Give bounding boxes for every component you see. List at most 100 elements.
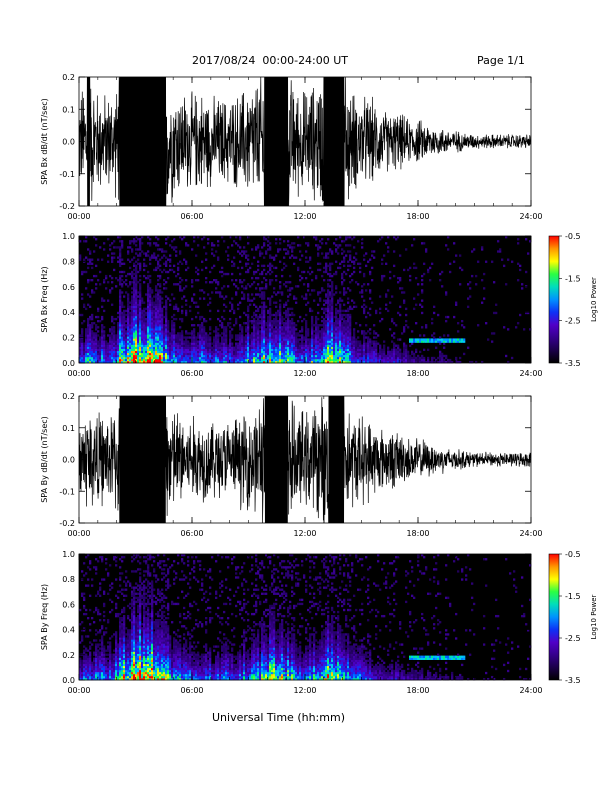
spectrogram-cell <box>259 250 262 253</box>
spectrogram-cell <box>241 330 244 333</box>
spectrogram-cell <box>365 252 368 255</box>
spectrogram-cell <box>281 340 284 343</box>
spectrogram-cell <box>255 342 258 345</box>
spectrogram-cell <box>375 358 378 362</box>
spectrogram-cell <box>175 354 178 358</box>
spectrogram-cell <box>373 346 376 349</box>
spectrogram-cell <box>135 344 138 347</box>
spectrogram-cell <box>349 305 352 308</box>
spectrogram-cell <box>229 317 232 321</box>
spectrogram-cell <box>337 342 340 345</box>
spectrogram-cell <box>249 299 252 302</box>
spectrogram-cell <box>349 360 352 364</box>
spectrogram-cell <box>215 332 218 335</box>
spectrogram-cell <box>249 336 252 339</box>
spectrogram-cell <box>85 635 88 638</box>
spectrogram-cell <box>247 334 250 337</box>
spectrogram-cell <box>285 344 288 347</box>
spectrogram-cell <box>143 309 146 313</box>
spectrogram-cell <box>369 340 372 343</box>
spectrogram-cell <box>117 315 120 319</box>
spectrogram-cell <box>179 340 182 343</box>
spectrogram-cell <box>293 336 296 339</box>
spectrogram-cell <box>361 291 364 294</box>
spectrogram-cell <box>491 332 494 335</box>
spectrogram-cell <box>261 358 264 362</box>
spectrogram-cell <box>277 319 280 323</box>
spectrogram-cell <box>375 340 378 343</box>
spectrogram-cell <box>277 346 280 349</box>
spectrogram-cell <box>143 322 146 325</box>
spectrogram-cell <box>161 350 164 354</box>
spectrogram-cell <box>95 238 98 241</box>
spectrogram-cell <box>319 291 322 294</box>
spectrogram-cell <box>313 350 316 354</box>
spectrogram-cell <box>371 360 374 364</box>
spectrogram-cell <box>401 360 404 364</box>
spectrogram-cell <box>147 326 150 329</box>
spectrogram-cell <box>397 352 400 356</box>
spectrogram-cell <box>361 356 364 360</box>
spectrogram-cell <box>229 360 232 364</box>
spectrogram-cell <box>191 285 194 288</box>
spectrogram-cell <box>431 317 434 321</box>
spectrogram-cell <box>351 344 354 347</box>
spectrogram-cell <box>273 360 276 364</box>
spectrogram-cell <box>169 356 172 360</box>
spectrogram-cell <box>147 332 150 335</box>
spectrogram-cell <box>297 360 300 364</box>
spectrogram-cell <box>221 350 224 354</box>
spectrogram-cell <box>287 313 290 317</box>
spectrogram-cell <box>337 246 340 249</box>
spectrogram-cell <box>257 332 260 335</box>
spectrogram-cell <box>211 281 214 284</box>
spectrogram-cell <box>129 242 132 245</box>
spectrogram-cell <box>247 346 250 349</box>
spectrogram-cell <box>159 268 162 272</box>
spectrogram-cell <box>255 360 258 364</box>
spectrogram-cell <box>379 311 382 315</box>
spectrogram-cell <box>131 313 134 317</box>
spectrogram-cell <box>269 328 272 331</box>
spectrogram-cell <box>133 272 136 276</box>
spectrogram-cell <box>135 358 138 362</box>
spectrogram-cell <box>339 322 342 325</box>
spectrogram-cell <box>133 360 136 364</box>
spectrogram-cell <box>447 358 450 362</box>
spectrogram-cell <box>405 360 408 364</box>
spectrogram-cell <box>283 330 286 333</box>
spectrogram-cell <box>303 360 306 364</box>
spectrogram-cell <box>157 266 160 270</box>
spectrogram-cell <box>181 342 184 345</box>
spectrogram-cell <box>351 350 354 354</box>
spectrogram-cell <box>517 242 520 245</box>
spectrogram-cell <box>127 252 130 255</box>
spectrogram-cell <box>345 328 348 331</box>
spectrogram-cell <box>283 324 286 327</box>
spectrogram-cell <box>437 360 440 364</box>
spectrogram-cell <box>347 354 350 358</box>
spectrogram-cell <box>403 268 406 272</box>
spectrogram-cell <box>191 350 194 354</box>
spectrogram-cell <box>347 352 350 356</box>
spectrogram-cell <box>323 346 326 349</box>
spectrogram-cell <box>417 354 420 358</box>
spectrogram-cell <box>223 346 226 349</box>
spectrogram-cell <box>249 346 252 349</box>
spectrogram-cell <box>209 340 212 343</box>
spectrogram-cell <box>331 334 334 337</box>
spectrogram-cell <box>181 332 184 335</box>
spectrogram-cell <box>177 338 180 341</box>
spectrogram-cell <box>215 330 218 333</box>
spectrogram-cell <box>95 358 98 362</box>
spectrogram-cell <box>215 291 218 294</box>
spectrogram-cell <box>285 309 288 313</box>
spectrogram-cell <box>159 326 162 329</box>
spectrogram-cell <box>157 352 160 356</box>
spectrogram-cell <box>91 352 94 356</box>
spectrogram-cell <box>345 236 348 239</box>
spectrogram-cell <box>217 342 220 345</box>
spectrogram-cell <box>417 338 420 341</box>
spectrogram-cell <box>307 289 310 292</box>
spectrogram-cell <box>157 354 160 358</box>
